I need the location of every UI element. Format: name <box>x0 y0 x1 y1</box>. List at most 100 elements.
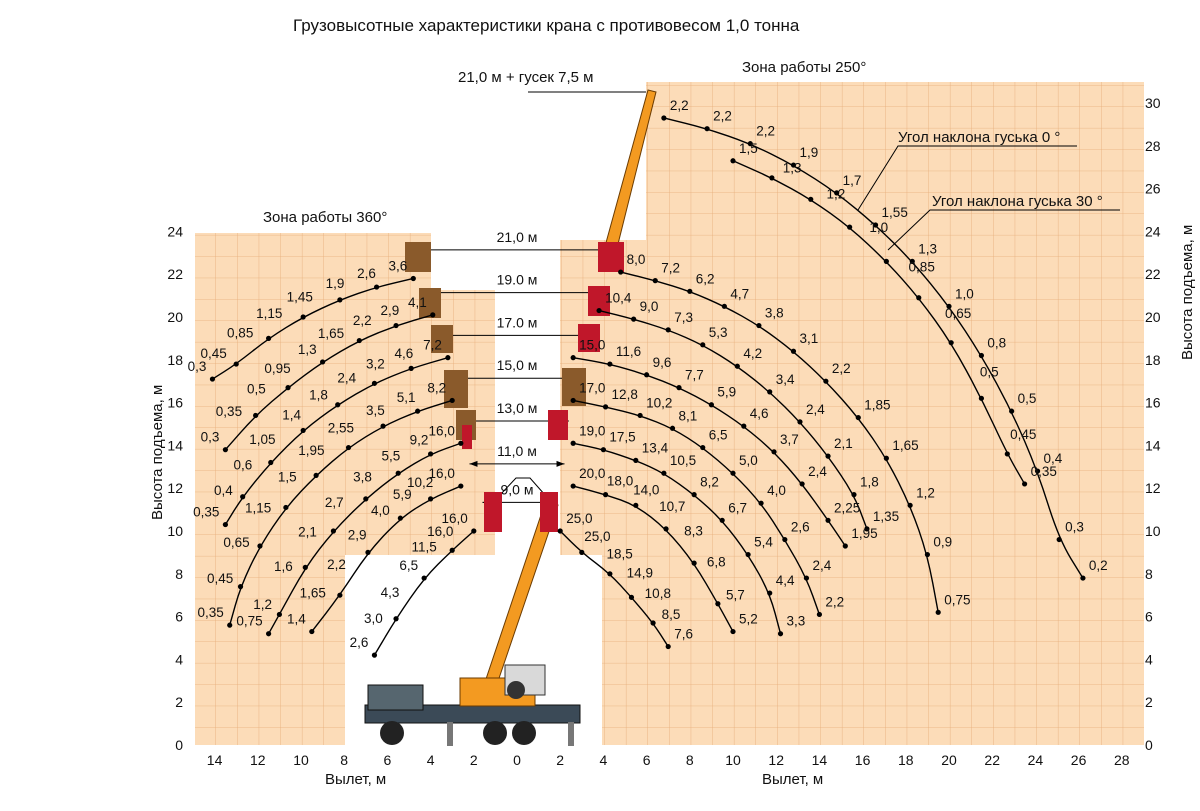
point-l-1-5 <box>309 628 315 635</box>
right-x-tick-2: 2 <box>556 752 564 768</box>
point-r-0-0 <box>557 528 563 534</box>
label-r-6-6: 2,2 <box>832 361 851 376</box>
point-r-7-0 <box>661 115 667 121</box>
jib-angle30-leader <box>887 209 1120 251</box>
label-l-5-7: 0,35 <box>216 404 242 419</box>
right-x-axis-label: Вылет, м <box>762 771 823 788</box>
jib-length-label: 21,0 м + гусек 7,5 м <box>458 69 593 86</box>
label-l-3-4: 1,95 <box>298 443 324 458</box>
point-r-8-3 <box>847 224 853 230</box>
span-label-2: 17.0 м <box>497 314 538 330</box>
point-r-2-3 <box>661 470 667 476</box>
right-y-axis-label: Высота подъема, м <box>1179 225 1196 360</box>
label-l-3-9: 0,35 <box>197 605 223 620</box>
curve-l-2 <box>267 442 462 635</box>
jib-angle0-label: Угол наклона гуська 0 ° <box>898 129 1060 146</box>
left-y-tick-16: 16 <box>167 395 183 411</box>
label-r-5-4: 4,2 <box>743 346 762 361</box>
curve-r-6 <box>620 271 939 613</box>
label-r-6-11: 0,75 <box>944 592 970 607</box>
left-x-tick-14: 14 <box>207 752 223 768</box>
curve-l-4 <box>224 356 449 525</box>
chart-title: Грузовысотные характеристики крана с про… <box>293 16 800 35</box>
label-r-6-3: 4,7 <box>730 286 749 301</box>
label-r-0-5: 8,5 <box>662 607 681 622</box>
point-r-0-1 <box>579 549 585 556</box>
truck-wheel-3 <box>512 721 536 745</box>
point-r-3-8 <box>803 575 810 581</box>
point-r-7-10 <box>1034 468 1041 474</box>
point-l-5-0 <box>430 312 436 318</box>
point-r-7-5 <box>872 222 879 228</box>
label-r-8-0: 1,5 <box>739 141 758 156</box>
point-r-4-6 <box>771 449 777 455</box>
label-l-1-6: 1,65 <box>300 586 326 601</box>
point-l-3-5 <box>283 504 289 511</box>
label-l-1-0: 16,0 <box>429 466 455 481</box>
label-r-7-9: 0,5 <box>1018 391 1037 406</box>
x-ticks: 14 12 10 8 6 4 2 0 2 4 6 8 10 12 14 16 18 20 22 24 26 28 <box>207 752 1130 768</box>
label-r-4-0: 15,0 <box>579 338 605 353</box>
point-l-3-3 <box>345 444 352 451</box>
label-l-5-3: 1,65 <box>318 326 344 341</box>
label-l-0-0: 16,0 <box>442 511 468 526</box>
label-r-3-1: 12,8 <box>612 387 638 402</box>
hook-block-13m-right <box>548 410 568 440</box>
point-r-6-4 <box>756 322 762 329</box>
point-l-4-3 <box>335 402 341 408</box>
label-l-2-3: 3,8 <box>353 469 372 484</box>
label-r-7-5: 1,55 <box>882 205 908 220</box>
label-l-1-2: 5,9 <box>393 487 412 502</box>
left-y-tick-20: 20 <box>167 309 183 325</box>
point-l-2-7 <box>266 631 272 637</box>
label-r-5-1: 9,0 <box>640 299 659 314</box>
zone-250-label: Зона работы 250° <box>742 59 866 76</box>
label-l-5-0: 4,1 <box>408 295 427 310</box>
point-r-5-0 <box>596 307 602 314</box>
point-r-5-2 <box>665 327 671 333</box>
label-r-2-8: 3,3 <box>787 614 806 629</box>
point-r-0-2 <box>607 571 613 577</box>
label-l-3-7: 0,65 <box>223 535 249 550</box>
label-r-7-7: 1,0 <box>955 286 974 301</box>
point-r-0-4 <box>650 620 656 626</box>
label-r-1-7: 5,2 <box>739 612 758 627</box>
left-y-axis-label: Высота подъема, м <box>149 385 166 520</box>
point-r-3-0 <box>570 397 576 404</box>
point-r-4-1 <box>607 361 613 367</box>
point-l-3-1 <box>415 408 421 414</box>
right-x-tick-26: 26 <box>1071 752 1087 768</box>
right-x-tick-0: 0 <box>513 752 521 768</box>
point-l-2-5 <box>302 564 308 570</box>
point-r-8-1 <box>769 175 775 181</box>
left-y-tick-2: 2 <box>175 694 183 710</box>
point-l-0-2 <box>421 575 427 581</box>
label-r-7-11: 0,3 <box>1065 520 1084 535</box>
right-x-tick-20: 20 <box>941 752 957 768</box>
point-r-3-6 <box>758 500 764 506</box>
point-l-6-1 <box>374 284 380 290</box>
point-r-5-1 <box>631 316 637 322</box>
label-l-0-3: 6,5 <box>399 558 418 573</box>
curve-l-6 <box>212 277 414 380</box>
point-r-7-3 <box>790 162 797 168</box>
left-y-tick-12: 12 <box>167 480 183 496</box>
label-l-3-6: 1,15 <box>245 500 271 515</box>
label-l-1-3: 4,0 <box>371 503 390 518</box>
right-y-tick-2: 2 <box>1145 694 1153 710</box>
label-r-3-8: 2,4 <box>812 558 831 573</box>
point-r-4-8 <box>825 517 831 523</box>
label-l-4-9: 0,35 <box>193 505 219 520</box>
point-r-4-9 <box>842 543 848 549</box>
point-r-6-11 <box>935 609 941 615</box>
label-r-4-3: 7,7 <box>685 368 704 383</box>
point-r-7-7 <box>946 303 952 309</box>
label-r-2-1: 17,5 <box>609 430 635 445</box>
left-x-tick-12: 12 <box>250 752 266 768</box>
right-x-tick-22: 22 <box>984 752 1000 768</box>
label-r-7-1: 2,2 <box>713 109 732 124</box>
label-l-5-1: 2,9 <box>380 303 399 318</box>
label-r-3-4: 6,5 <box>709 428 728 443</box>
truck-wheel-hub <box>507 681 525 699</box>
label-l-2-8: 0,75 <box>236 614 262 629</box>
